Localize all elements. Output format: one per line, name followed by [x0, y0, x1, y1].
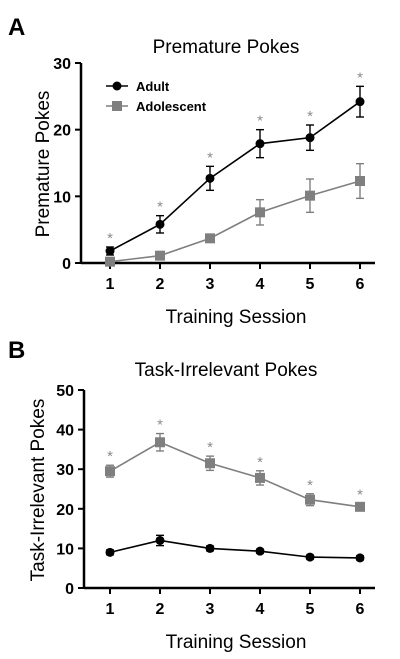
panel-a-adult-point: [205, 173, 215, 183]
panel-a-y-tick-label: 30: [53, 56, 71, 73]
panel-b-adolescent-point: [105, 466, 115, 477]
panel-b-significance-marker: *: [157, 417, 163, 434]
panel-b-x-tick-label: 5: [306, 601, 315, 618]
panel-b-significance-marker: *: [357, 486, 363, 503]
panel-b-adult-line: [109, 539, 361, 559]
panel-a-adolescent-point: [305, 190, 315, 201]
panel-a-adolescent-point: [255, 207, 265, 218]
panel-b-x-tick-label: 3: [206, 601, 215, 618]
panel-a-adult-point: [155, 219, 165, 229]
legend-adult-marker: [112, 81, 122, 91]
panel-a-adolescent-point: [205, 233, 215, 244]
panel-b-significance-marker: *: [257, 454, 263, 471]
panel-b-y-tick-label: 20: [56, 502, 74, 519]
panel-a-adult-line: [109, 101, 361, 252]
panel-b-x-tick-label: 2: [156, 601, 165, 618]
panel-a-x-tick-label: 3: [206, 276, 215, 293]
legend-adolescent-marker: [112, 101, 122, 111]
panel-b-adult-point: [155, 535, 165, 545]
panel-a-significance-marker: *: [107, 230, 113, 247]
panel-b-adult-point: [355, 553, 365, 563]
panel-a-adult-point: [105, 246, 115, 256]
panel-b-adult-point: [305, 552, 315, 562]
panel-b-x-tick-label: 4: [256, 601, 265, 618]
panel-a-adolescent-line: [109, 180, 361, 263]
panel-a-significance-marker: *: [157, 199, 163, 216]
panel-a-significance-marker: *: [307, 108, 313, 125]
panel-a-x-tick-label: 4: [256, 276, 265, 293]
panel-b-title: Task-Irrelevant Pokes: [135, 360, 318, 381]
legend-adult-label: Adult: [136, 79, 170, 94]
panel-b-y-tick-label: 40: [56, 423, 74, 440]
panel-b-adolescent-point: [155, 437, 165, 448]
panel-a-x-tick-label: 6: [356, 276, 365, 293]
panel-b-adolescent-point: [255, 472, 265, 483]
panel-b-adolescent-point: [355, 501, 365, 512]
panel-a-significance-marker: *: [257, 113, 263, 130]
panel-b-y-tick-label: 50: [56, 383, 74, 400]
panel-a-x-tick-label: 2: [156, 276, 165, 293]
panel-a-adolescent-point: [155, 250, 165, 261]
panel-b-adolescent-point: [305, 494, 315, 505]
panel-a-significance-marker: *: [357, 69, 363, 86]
panel-a-y-tick-label: 20: [53, 123, 71, 140]
panel-b-y-axis-label: Task-Irrelevant Pokes: [28, 399, 49, 582]
panel-b-y-tick-label: 30: [56, 462, 74, 479]
panel-a-title: Premature Pokes: [153, 37, 300, 58]
panel-a-adult-point: [305, 133, 315, 143]
panel-b-adolescent-line: [109, 441, 361, 508]
panel-b-significance-marker: *: [307, 477, 313, 494]
panel-b-significance-marker: *: [207, 439, 213, 456]
panel-b-adult-point: [205, 543, 215, 553]
panel-a-plot: 0 10 20 30 1 2 3 4 5 6 * * * * * * Adult Adolescent: [53, 56, 375, 293]
panel-a-y-axis-label: Premature Pokes: [33, 91, 54, 238]
panel-a-significance-marker: *: [207, 149, 213, 166]
panel-a-x-axis-label: Training Session: [166, 307, 307, 328]
panel-b-y-tick-label: 10: [56, 541, 74, 558]
panel-b-adult-point: [105, 547, 115, 557]
panel-a-adult-point: [355, 97, 365, 107]
panel-a-y-tick-label: 10: [53, 189, 71, 206]
panel-a-letter: A: [8, 14, 25, 41]
panel-b-letter: B: [8, 337, 25, 364]
panel-a-x-tick-label: 1: [106, 276, 115, 293]
panel-b-x-tick-label: 1: [106, 601, 115, 618]
panel-b-significance-marker: *: [107, 448, 113, 465]
panel-b-x-tick-label: 6: [356, 601, 365, 618]
panel-a-adolescent-point: [355, 176, 365, 186]
panel-a-x-tick-label: 5: [306, 276, 315, 293]
panel-b-adult-point: [255, 546, 265, 556]
panel-a-adolescent-point: [105, 256, 115, 267]
panel-b-plot: 0 10 20 30 40 50 1 2 3 4 5 6 * * * * * *: [56, 383, 375, 618]
panel-a-y-tick-label: 0: [62, 256, 71, 273]
panel-b-y-tick-label: 0: [65, 581, 74, 598]
panel-b-adolescent-point: [205, 458, 215, 469]
panel-b-x-axis-label: Training Session: [166, 632, 307, 653]
panel-a-adult-point: [255, 139, 265, 149]
legend-adolescent-label: Adolescent: [136, 99, 207, 114]
